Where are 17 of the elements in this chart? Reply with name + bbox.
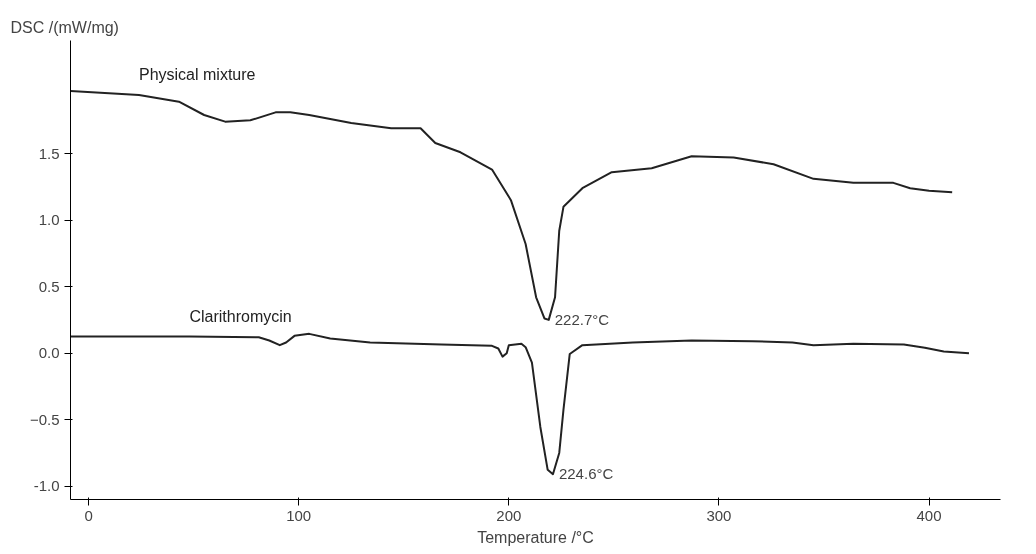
x-tick-label: 100 bbox=[286, 506, 312, 524]
y-tick-label: −0.5 bbox=[29, 410, 60, 428]
series-label: Clarithromycin bbox=[189, 307, 292, 325]
annotation: 224.6°C bbox=[558, 465, 614, 483]
x-tick-label: 300 bbox=[706, 506, 732, 524]
x-tick-label: 400 bbox=[916, 506, 942, 524]
y-tick-label: 0.5 bbox=[38, 277, 60, 295]
x-tick-label: 0 bbox=[84, 506, 93, 524]
y-tick-label: 1.5 bbox=[38, 144, 60, 162]
y-axis-title: DSC /(mW/mg) bbox=[10, 18, 119, 36]
series-label: Physical mixture bbox=[139, 66, 256, 84]
y-tick-label: 1.0 bbox=[38, 211, 60, 229]
x-tick-label: 200 bbox=[496, 506, 522, 524]
y-tick-label: -1.0 bbox=[33, 477, 60, 495]
y-tick-label: 0.0 bbox=[38, 344, 60, 362]
annotation: 222.7°C bbox=[554, 310, 610, 328]
x-axis-title: Temperature /°C bbox=[477, 528, 594, 546]
